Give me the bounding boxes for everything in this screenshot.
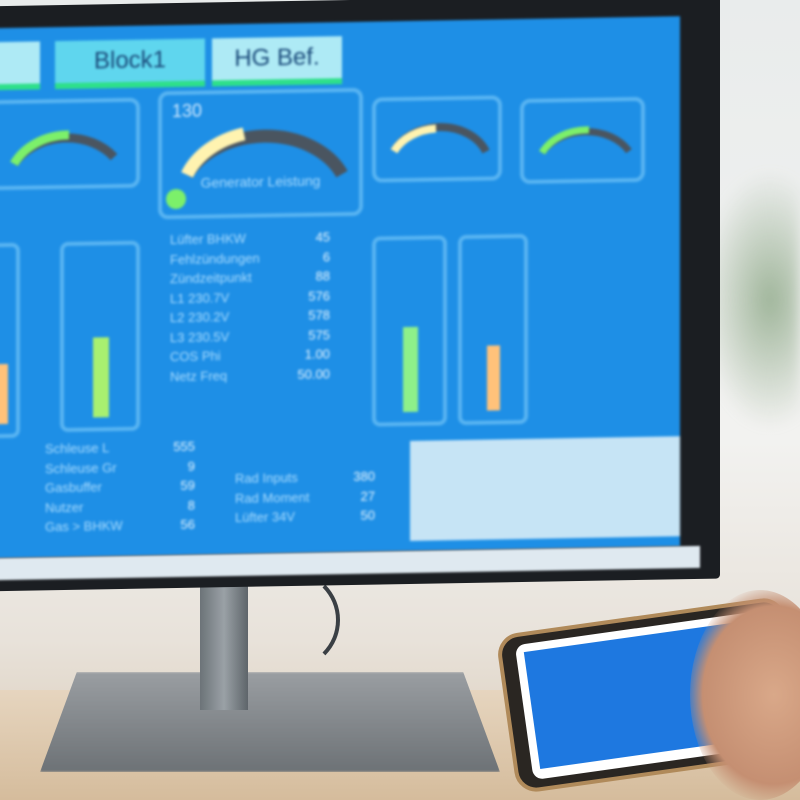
tab-hg-bef[interactable]: HG Bef. xyxy=(212,36,342,87)
gauge-4 xyxy=(539,126,632,155)
list-item: Gasbuffer 59 xyxy=(45,477,195,496)
bottom-list-left: Schleuse L 555 Schleuse Gr 9 Gasbuffer 59 N… xyxy=(45,437,195,537)
list-item: Nutzer 8 xyxy=(45,497,195,515)
message-log xyxy=(410,435,680,541)
bar-gauge-3 xyxy=(372,235,447,427)
bar-gauge-2 xyxy=(60,240,140,433)
list-item: Lüfter 34V 50 xyxy=(235,507,375,526)
gauge-panel-1 xyxy=(0,97,140,191)
list-item: Gas > BHKW 56 xyxy=(45,516,195,535)
monitor-cable xyxy=(240,570,340,670)
green-indicator-dot xyxy=(166,189,186,210)
tab-block1[interactable]: Block1 xyxy=(55,38,205,90)
bar-gauge-4 xyxy=(458,233,528,426)
hand xyxy=(690,590,800,800)
gauge-1 xyxy=(10,130,118,167)
list-item: Schleuse L 555 xyxy=(45,438,195,457)
generator-gauge xyxy=(166,127,348,210)
gauge-panel-3 xyxy=(372,95,502,183)
list-item: Schleuse Gr 9 xyxy=(45,458,195,476)
monitor-stand-base xyxy=(40,672,500,772)
bottom-list-right: Rad Inputs 380 Rad Moment 27 Lüfter 34V 50 xyxy=(235,467,375,528)
tab-left[interactable] xyxy=(0,41,40,91)
gauge-panel-4 xyxy=(520,96,645,185)
monitor: Block1 HG Bef. 130 Generator Leistung Lü… xyxy=(0,0,720,592)
bar-gauge-1 xyxy=(0,242,20,439)
gauge-3 xyxy=(390,123,490,154)
param-list: Lüfter BHKW 45 Fehlzündungen 6 Zündzeitpun… xyxy=(170,227,330,386)
list-item: Rad Inputs 380 xyxy=(235,468,375,487)
list-item: Rad Moment 27 xyxy=(235,488,375,506)
gauge-panel-generator: 130 Generator Leistung xyxy=(158,87,363,220)
scada-screen: Block1 HG Bef. 130 Generator Leistung Lü… xyxy=(0,16,680,559)
list-item: Netz Freq 50.00 xyxy=(170,365,330,384)
